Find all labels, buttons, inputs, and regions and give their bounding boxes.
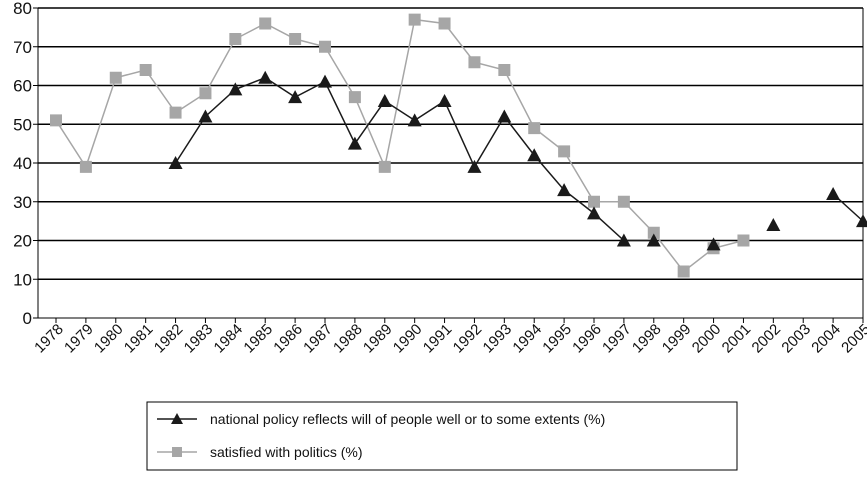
x-tick-label: 2001 <box>719 321 755 357</box>
data-point-square <box>289 33 302 45</box>
x-tick-label: 1993 <box>480 321 516 357</box>
x-tick-label: 1998 <box>629 321 665 357</box>
x-tick-label: 2000 <box>689 321 725 357</box>
legend-triangle-marker <box>171 413 183 424</box>
data-point-triangle <box>347 136 362 150</box>
x-tick-label: 1986 <box>270 321 306 357</box>
data-point-triangle <box>228 82 243 96</box>
data-point-triangle <box>527 148 542 162</box>
data-point-triangle <box>616 233 631 247</box>
data-point-square <box>737 234 750 247</box>
data-point-triangle <box>258 70 273 84</box>
series-2 <box>50 13 750 278</box>
data-point-square <box>199 87 212 100</box>
data-point-square <box>169 106 182 119</box>
legend-square-marker <box>172 447 182 457</box>
data-point-square <box>558 145 571 158</box>
x-tick-label: 1984 <box>211 321 247 357</box>
legend-item-series-1: national policy reflects will of people … <box>157 411 605 427</box>
data-point-square <box>677 265 690 278</box>
x-axis: 1978197919801981198219831984198519861987… <box>31 318 867 356</box>
x-tick-label: 1991 <box>420 321 456 357</box>
legend-item-series-2: satisfied with politics (%) <box>157 444 363 460</box>
data-point-square <box>647 226 660 239</box>
data-point-square <box>438 17 451 30</box>
data-point-square <box>50 114 62 127</box>
x-tick-label: 1988 <box>330 321 366 357</box>
legend-label-series-1: national policy reflects will of people … <box>210 411 605 427</box>
data-point-square <box>378 160 391 173</box>
data-point-triangle <box>497 109 512 123</box>
y-tick-label: 30 <box>13 193 32 212</box>
data-point-triangle <box>706 237 721 251</box>
x-tick-label: 2004 <box>808 321 844 357</box>
data-point-square <box>79 160 92 173</box>
legend: national policy reflects will of people … <box>146 401 738 471</box>
data-point-square <box>498 64 511 76</box>
data-point-triangle <box>557 183 572 197</box>
series-1-line <box>174 76 654 242</box>
data-point-square <box>259 17 272 30</box>
data-point-square <box>528 122 541 135</box>
x-tick-label: 1990 <box>390 321 426 357</box>
series-1 <box>168 70 867 251</box>
x-tick-label: 1996 <box>569 321 605 357</box>
y-tick-label: 0 <box>23 309 32 328</box>
y-tick-label: 70 <box>13 38 32 57</box>
y-tick-label: 80 <box>13 0 32 18</box>
data-point-triangle <box>587 206 601 220</box>
x-tick-label: 1989 <box>360 321 396 357</box>
data-point-triangle <box>288 90 303 104</box>
x-tick-label: 2003 <box>778 321 814 357</box>
x-tick-label: 1983 <box>181 321 217 357</box>
data-point-triangle <box>646 233 661 247</box>
y-tick-label: 50 <box>13 115 32 134</box>
y-tick-label: 10 <box>13 270 32 289</box>
data-point-triangle <box>198 109 213 123</box>
legend-label-series-2: satisfied with politics (%) <box>210 444 363 460</box>
x-tick-label: 1981 <box>121 321 157 357</box>
series-2-line <box>55 18 744 273</box>
data-point-square <box>109 71 122 84</box>
x-tick-label: 1992 <box>450 321 486 357</box>
data-point-square <box>408 13 421 26</box>
x-tick-label: 1994 <box>509 321 545 357</box>
x-tick-label: 2005 <box>838 321 867 357</box>
data-point-square <box>348 91 361 104</box>
data-point-triangle <box>318 74 332 88</box>
data-point-triangle <box>168 156 183 169</box>
x-tick-label: 1995 <box>539 321 575 357</box>
x-tick-label: 1985 <box>240 321 276 357</box>
y-tick-label: 60 <box>13 77 32 96</box>
x-tick-label: 1982 <box>151 321 187 357</box>
data-point-triangle <box>467 159 482 173</box>
legend-box <box>146 401 738 471</box>
y-tick-label: 20 <box>13 232 32 251</box>
data-point-square <box>468 56 481 69</box>
x-tick-label: 1987 <box>300 321 336 357</box>
x-tick-label: 2002 <box>749 321 785 357</box>
x-tick-label: 1999 <box>659 321 695 357</box>
x-tick-label: 1979 <box>61 321 97 357</box>
data-point-square <box>229 33 242 45</box>
data-point-square <box>588 195 600 208</box>
data-point-triangle <box>407 113 422 127</box>
data-point-triangle <box>437 94 452 107</box>
x-tick-label: 1978 <box>31 321 67 357</box>
data-point-triangle <box>377 94 392 107</box>
y-axis: 0 10 20 30 40 50 60 70 80 <box>13 0 864 328</box>
series-group <box>50 13 867 278</box>
x-tick-label: 1980 <box>91 321 127 357</box>
data-point-triangle <box>856 214 867 228</box>
data-point-square <box>617 195 630 208</box>
gridlines <box>38 7 863 319</box>
data-point-square <box>139 64 152 76</box>
y-tick-label: 40 <box>13 154 32 173</box>
x-tick-label: 1997 <box>599 321 635 357</box>
data-point-triangle <box>766 218 781 231</box>
data-point-triangle <box>826 187 841 200</box>
data-point-square <box>319 40 331 53</box>
